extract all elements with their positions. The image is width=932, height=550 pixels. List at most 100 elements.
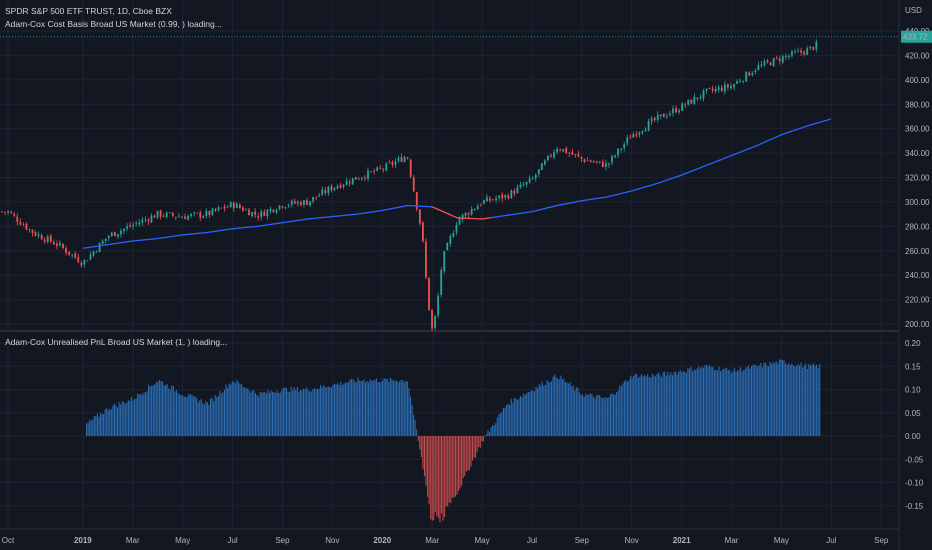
price-candle-body <box>711 88 714 91</box>
pnl-axis-tick: 0.15 <box>905 362 921 371</box>
pnl-bar <box>132 400 134 436</box>
price-candle-body <box>239 204 241 208</box>
pnl-bar <box>357 377 359 436</box>
pnl-bar <box>351 378 353 436</box>
pnl-bar <box>639 376 641 436</box>
pnl-bar <box>695 370 697 436</box>
price-candle-body <box>641 131 644 133</box>
price-candle-body <box>379 167 382 169</box>
pnl-bar <box>405 380 407 436</box>
pnl-bar <box>696 368 698 436</box>
pnl-axis-tick: 0.10 <box>905 386 921 395</box>
pnl-bar <box>338 385 340 436</box>
price-candle-body <box>37 234 40 236</box>
pnl-bar <box>192 396 195 436</box>
pnl-bar <box>678 371 680 436</box>
pnl-bar <box>245 388 247 436</box>
pnl-bar <box>502 407 505 436</box>
pnl-bar <box>428 436 430 504</box>
pnl-bar <box>747 365 749 436</box>
pnl-bar <box>496 417 498 436</box>
price-axis-tick: 220.00 <box>905 296 930 305</box>
pnl-bar <box>690 366 692 436</box>
pnl-bar <box>605 397 607 436</box>
pnl-bar <box>227 388 229 436</box>
pnl-bar <box>382 380 384 436</box>
symbol-title[interactable]: SPDR S&P 500 ETF TRUST, 1D, Cboe BZX <box>5 6 172 16</box>
pnl-bar <box>657 372 660 436</box>
pnl-bar <box>140 393 142 436</box>
pnl-bar <box>811 364 813 436</box>
pnl-bar <box>561 379 563 436</box>
pnl-bar <box>425 436 427 486</box>
pnl-bar <box>377 382 379 436</box>
pnl-bar <box>764 362 766 436</box>
price-candle-body <box>696 97 699 99</box>
pnl-bar <box>361 380 363 436</box>
pnl-bar <box>661 377 663 436</box>
pnl-bar <box>454 436 456 497</box>
price-candle-body <box>336 186 339 189</box>
price-candle-body <box>486 197 488 202</box>
price-candle-body <box>25 223 28 230</box>
pnl-bar <box>577 388 579 436</box>
pnl-bar <box>617 390 619 436</box>
pnl-bar <box>706 364 708 436</box>
pnl-bar <box>803 365 805 436</box>
pnl-bar <box>158 380 160 436</box>
pnl-bar <box>431 436 433 521</box>
pnl-bar <box>138 394 140 436</box>
pnl-bar <box>750 365 753 436</box>
price-candle-body <box>650 118 653 122</box>
price-candle-body <box>354 176 357 180</box>
pnl-bar <box>267 389 269 436</box>
price-candle-body <box>766 60 769 62</box>
price-candle-body <box>303 200 305 205</box>
cost-basis-indicator-title[interactable]: Adam-Cox Cost Basis Broad US Market (0.9… <box>5 19 222 29</box>
price-candle-body <box>409 159 412 177</box>
price-candle-body <box>254 211 257 215</box>
time-axis-label: Nov <box>325 536 339 545</box>
price-candle-body <box>806 48 809 56</box>
pnl-bar <box>388 381 390 436</box>
price-candle-body <box>476 205 479 210</box>
pnl-bar <box>709 364 711 436</box>
pnl-bar <box>781 359 784 436</box>
pnl-axis-tick: 0.00 <box>905 432 921 441</box>
price-candle-body <box>669 113 671 116</box>
pnl-bar <box>278 393 280 436</box>
price-candle-body <box>174 216 177 218</box>
price-candle-body <box>342 184 345 187</box>
price-candle-body <box>434 316 436 328</box>
pnl-indicator-title[interactable]: Adam-Cox Unrealised PnL Broad US Market … <box>5 337 228 347</box>
pnl-bar <box>233 381 235 436</box>
price-candle-body <box>525 181 528 185</box>
pnl-bar <box>445 436 447 507</box>
pnl-bar <box>372 380 374 436</box>
pnl-bars <box>86 359 821 523</box>
pnl-bar <box>532 390 534 436</box>
pnl-bar <box>817 368 819 436</box>
price-candle-body <box>235 203 238 208</box>
pnl-bar <box>276 390 278 436</box>
price-candle-body <box>248 209 250 216</box>
pnl-bar <box>490 427 492 436</box>
pnl-bar <box>586 394 588 436</box>
pnl-bar <box>256 394 258 436</box>
price-candle-body <box>229 202 232 208</box>
price-candle-body <box>772 58 775 67</box>
pnl-bar <box>521 397 523 436</box>
price-candle-body <box>781 56 784 63</box>
price-candle-body <box>449 236 452 244</box>
price-candle-body <box>727 84 729 88</box>
price-candle-body <box>708 87 711 89</box>
price-candle-body <box>537 169 540 174</box>
pnl-bar <box>549 381 551 436</box>
pnl-bar <box>399 381 401 436</box>
pnl-bar <box>165 385 167 436</box>
pnl-bar <box>520 396 522 436</box>
pnl-bar <box>630 375 632 436</box>
pnl-bar <box>771 364 773 436</box>
pnl-bar <box>738 369 740 436</box>
